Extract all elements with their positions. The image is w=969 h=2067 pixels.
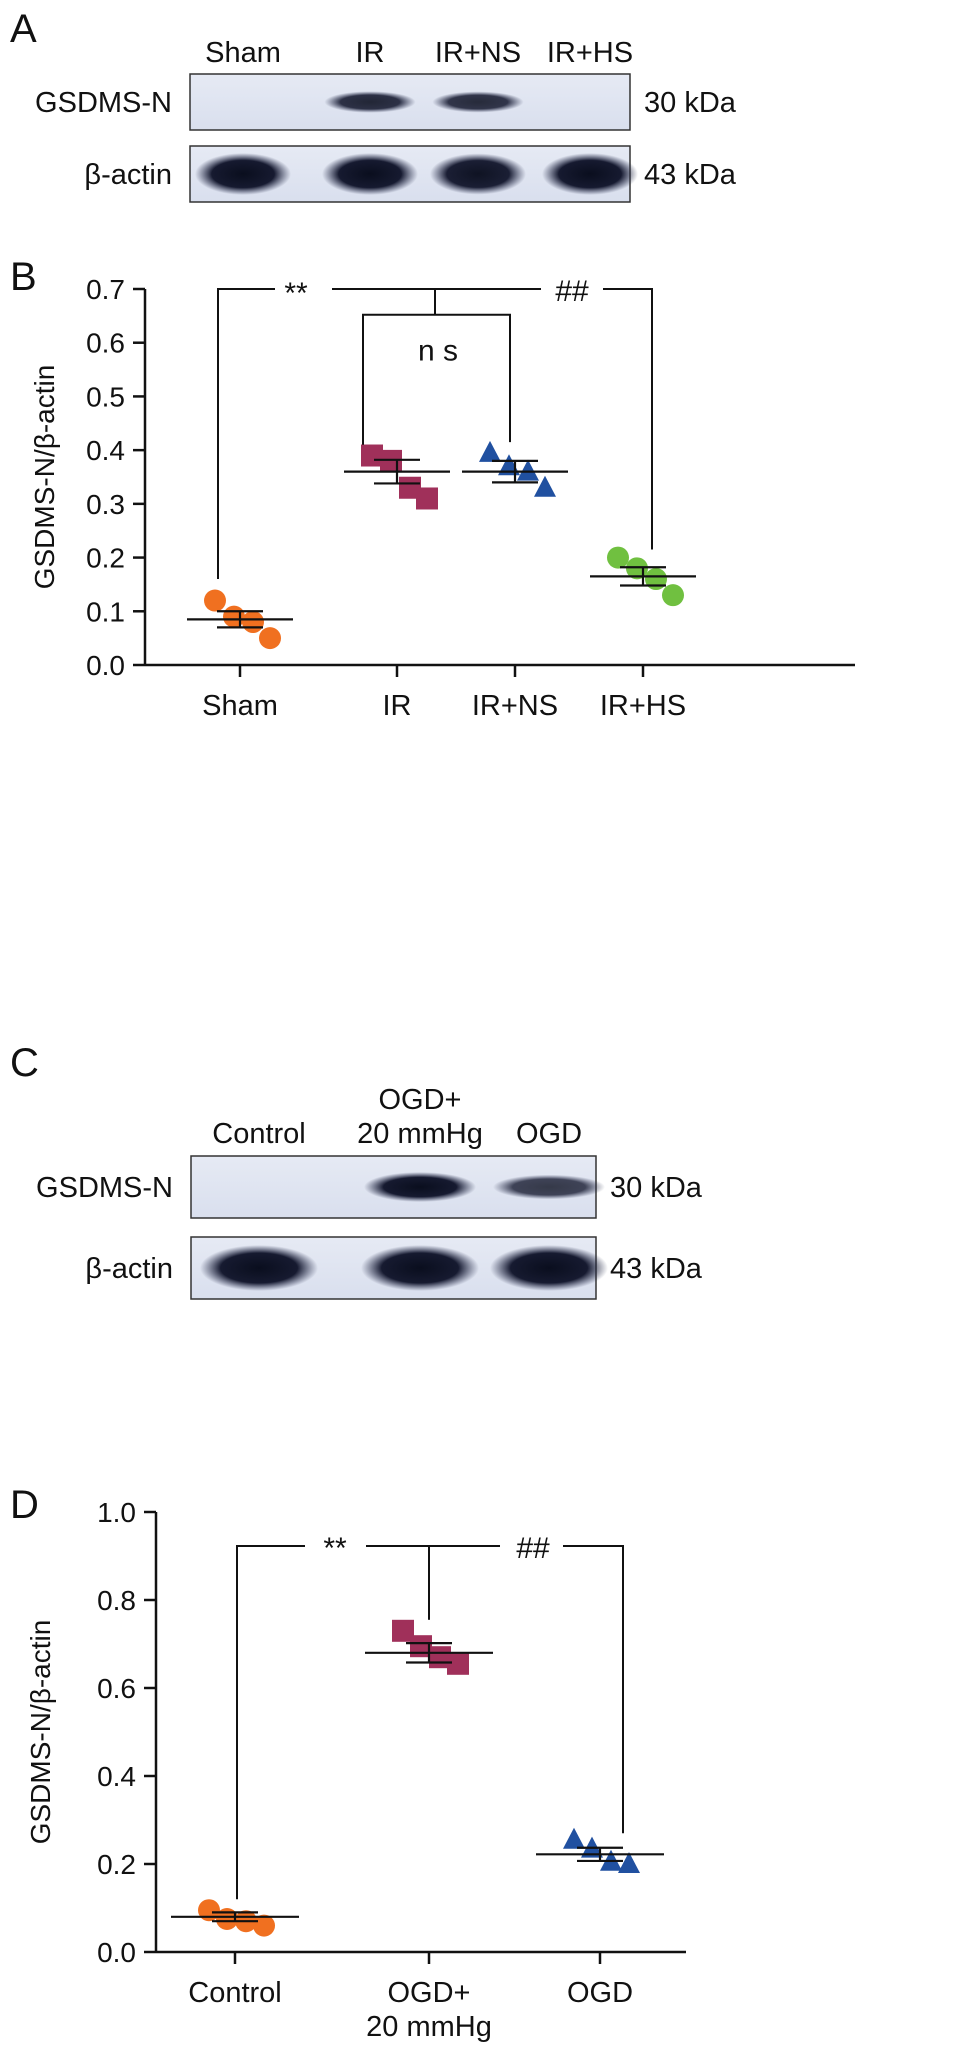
data-point [517, 459, 539, 481]
bracket-line [362, 313, 511, 445]
chart-b: 0.0 0.1 0.2 0.3 0.4 0.5 0.6 0.7 GSDMS-N/β-actin S… [29, 274, 855, 722]
data-point [204, 589, 226, 612]
panel-letter-a: A [10, 7, 37, 51]
x-tick-label: 20 mmHg [366, 2011, 492, 2043]
significance-label: ## [555, 275, 589, 308]
bracket-line [217, 288, 275, 580]
kda-label-1: 43 kDa [610, 1253, 703, 1285]
bracket-line [563, 1545, 624, 1834]
y-tick-label: 0.6 [97, 1673, 136, 1704]
x-tick-label: IR+NS [472, 690, 558, 722]
y-tick-label: 0.0 [86, 650, 125, 681]
blot-band-0-1 [363, 1172, 477, 1202]
y-tick-label: 0.4 [86, 435, 125, 466]
lane-label-2: OGD [516, 1118, 582, 1150]
data-point [479, 440, 501, 462]
x-tick-label: IR [383, 690, 412, 722]
panel-letter-d: D [10, 1483, 39, 1527]
y-tick-label: 0.0 [97, 1937, 136, 1968]
data-point [392, 1619, 414, 1642]
y-tick-label: 0.2 [86, 543, 125, 574]
group-1 [344, 444, 450, 510]
blot-band-0-2 [492, 1174, 606, 1200]
lane-label-1: OGD+ [379, 1084, 462, 1116]
blot-band-1-0 [195, 153, 291, 195]
blot-band-0-2 [432, 91, 524, 113]
western-blot-a: Sham IR IR+NS IR+HS GSDMS-N 30 kDa β-actin 43 k… [35, 37, 737, 203]
blot-band-1-1 [361, 1245, 479, 1291]
x-tick-label: Sham [202, 690, 278, 722]
data-point [416, 487, 438, 510]
kda-label-0: 30 kDa [610, 1172, 703, 1204]
data-point [534, 475, 556, 497]
y-tick-label: 0.7 [86, 274, 125, 305]
significance-label: ** [284, 277, 308, 310]
x-tick-label: OGD [567, 1977, 633, 2009]
group-2 [536, 1827, 664, 1873]
y-tick-label: 0.5 [86, 381, 125, 412]
blot-band-1-2 [490, 1245, 608, 1291]
lane-label-0: Control [212, 1118, 306, 1150]
y-axis-label: GSDMS-N/β-actin [25, 1620, 56, 1845]
data-point [223, 605, 245, 628]
blot-band-1-2 [430, 153, 526, 195]
group-1 [365, 1619, 493, 1675]
data-point [242, 611, 264, 634]
x-tick-label: OGD+ [388, 1977, 471, 2009]
group-2 [462, 440, 568, 497]
significance-label: n s [418, 335, 458, 368]
group-0 [171, 1899, 299, 1937]
y-tick-label: 0.3 [86, 489, 125, 520]
y-tick-label: 0.1 [86, 596, 125, 627]
panel-letter-c: C [10, 1041, 39, 1085]
row-label-1: β-actin [85, 1253, 173, 1285]
row-label-1: β-actin [84, 159, 172, 191]
row-label-0: GSDMS-N [36, 1172, 173, 1204]
data-point [399, 476, 421, 499]
kda-label-1: 43 kDa [644, 159, 737, 191]
kda-label-0: 30 kDa [644, 87, 737, 119]
data-point [607, 546, 629, 569]
lane-label-2: IR+NS [435, 37, 521, 69]
significance-label: ** [323, 1532, 347, 1565]
western-blot-c: Control OGD+20 mmHg OGD GSDMS-N 30 kDa β-acti… [36, 1084, 703, 1300]
data-point [410, 1635, 432, 1658]
bracket-line [603, 288, 653, 550]
lane-label-3: IR+HS [547, 37, 633, 69]
significance-label: ## [516, 1532, 550, 1565]
lane-label-0: Sham [205, 37, 281, 69]
group-3 [590, 546, 696, 607]
data-point [563, 1827, 585, 1849]
data-point [447, 1652, 469, 1675]
y-tick-label: 0.4 [97, 1761, 136, 1792]
panel-letter-b: B [10, 255, 37, 299]
y-tick-label: 1.0 [97, 1497, 136, 1528]
y-tick-label: 0.2 [97, 1849, 136, 1880]
data-point [645, 568, 667, 591]
row-label-0: GSDMS-N [35, 87, 172, 119]
y-tick-label: 0.8 [97, 1585, 136, 1616]
lane-label-1: IR [356, 37, 385, 69]
lane-label-1: 20 mmHg [357, 1118, 483, 1150]
data-point [662, 584, 684, 607]
blot-band-1-3 [542, 153, 638, 195]
data-point [198, 1899, 220, 1922]
data-point [259, 627, 281, 650]
blot-band-1-0 [200, 1245, 318, 1291]
blot-band-1-1 [322, 153, 418, 195]
data-point [618, 1852, 640, 1873]
chart-d: 0.0 0.2 0.4 0.6 0.8 1.0 GSDMS-N/β-actin Control… [25, 1497, 686, 2043]
y-axis-label: GSDMS-N/β-actin [29, 365, 60, 590]
data-point [361, 444, 383, 467]
x-tick-label: IR+HS [600, 690, 686, 722]
blot-band-0-1 [324, 91, 416, 113]
group-0 [187, 589, 293, 650]
bracket-line [236, 1545, 305, 1900]
x-tick-label: Control [188, 1977, 282, 2009]
data-point [253, 1914, 275, 1937]
y-tick-label: 0.6 [86, 328, 125, 359]
